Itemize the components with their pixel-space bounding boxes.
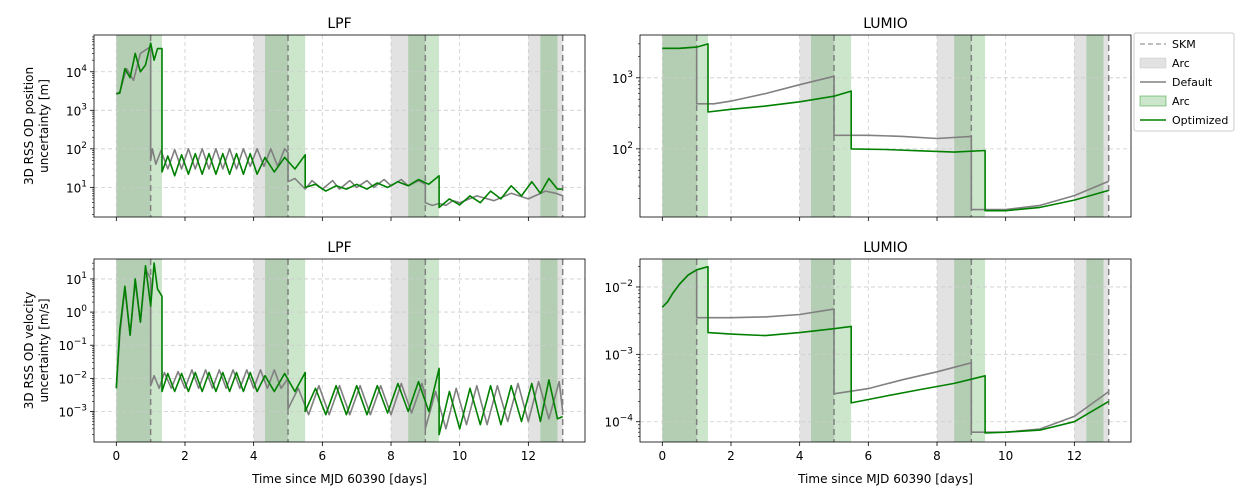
arc-optimized-band xyxy=(954,259,986,442)
plot-area xyxy=(640,259,1131,442)
arc-optimized-band xyxy=(662,259,708,442)
arc-default-band xyxy=(937,259,972,442)
arc-optimized-band xyxy=(540,259,558,442)
axes-frame xyxy=(93,34,586,218)
axes-frame xyxy=(639,258,1132,443)
y-tick-label: 10−4 xyxy=(604,414,633,430)
x-axis-label: Time since MJD 60390 [days] xyxy=(797,472,973,486)
plot-area xyxy=(94,259,585,442)
panel-lumio-position: 102 103 LUMIO xyxy=(612,16,1132,221)
series-line-default xyxy=(661,269,1110,433)
x-tick-label: 4 xyxy=(250,449,258,463)
legend-handle-patch xyxy=(1139,57,1167,69)
x-tick-label: 12 xyxy=(521,449,536,463)
legend: SKM Arc Default Arc Optimized xyxy=(1133,32,1235,132)
y-tick-label: 100 xyxy=(66,304,87,320)
arc-optimized-band xyxy=(116,259,162,442)
y-tick-label: 10−3 xyxy=(58,403,87,419)
y-tick-label: 101 xyxy=(66,179,87,195)
y-axis-label: 3D RSS OD position xyxy=(22,67,36,185)
y-tick-label: 103 xyxy=(66,102,87,118)
x-tick-label: 12 xyxy=(1067,449,1082,463)
panel-lumio-velocity: 0 2 4 6 8 10 12 10−4 10−3 10−2 LUMIO Time since MJD… xyxy=(604,240,1132,486)
panel-title: LUMIO xyxy=(863,240,908,256)
arc-default-band xyxy=(662,259,697,442)
arc-optimized-band xyxy=(408,259,440,442)
arc-default-band xyxy=(799,259,834,442)
panel-title: LPF xyxy=(327,16,351,32)
arc-default-band xyxy=(662,35,697,217)
x-axis-label: Time since MJD 60390 [days] xyxy=(251,472,427,486)
axes-frame xyxy=(639,34,1132,218)
y-tick-label: 10−2 xyxy=(58,370,87,386)
arc-default-band xyxy=(1074,35,1109,217)
y-tick-label: 101 xyxy=(66,271,87,287)
series-line-default xyxy=(115,45,563,207)
y-tick-label: 103 xyxy=(612,70,633,86)
y-tick-label: 10−1 xyxy=(58,337,87,353)
axes-frame xyxy=(93,258,586,443)
y-axis-label: uncertainty [m] xyxy=(37,79,51,173)
arc-optimized-band xyxy=(1086,35,1104,217)
plot-area xyxy=(94,35,585,217)
y-tick-label: 102 xyxy=(66,141,87,157)
arc-optimized-band xyxy=(1086,259,1104,442)
arc-optimized-band xyxy=(408,35,440,217)
series-line-default xyxy=(662,46,1110,211)
arc-default-band xyxy=(528,35,563,217)
legend-label: Arc xyxy=(1172,57,1190,70)
series-line-optimized xyxy=(661,265,1110,434)
arc-optimized-band xyxy=(116,35,162,217)
x-tick-label: 0 xyxy=(658,449,666,463)
x-tick-label: 2 xyxy=(181,449,189,463)
legend-label: Arc xyxy=(1172,95,1190,108)
x-tick-label: 2 xyxy=(727,449,735,463)
series-line-default xyxy=(115,268,564,430)
arc-default-band xyxy=(391,35,426,217)
arc-optimized-band xyxy=(540,35,558,217)
x-tick-label: 10 xyxy=(452,449,467,463)
legend-label: Optimized xyxy=(1172,114,1228,127)
x-tick-label: 8 xyxy=(387,449,395,463)
x-tick-label: 4 xyxy=(796,449,804,463)
y-tick-label: 104 xyxy=(66,64,87,80)
panel-title: LPF xyxy=(327,240,351,256)
legend-label: SKM xyxy=(1172,38,1196,51)
legend-handle-patch xyxy=(1139,95,1167,107)
x-tick-label: 10 xyxy=(998,449,1013,463)
arc-default-band xyxy=(253,35,288,217)
y-tick-label: 102 xyxy=(612,141,633,157)
series-line-optimized xyxy=(115,262,564,436)
panel-lpf-velocity: 0 2 4 6 8 10 12 10−3 10−2 10−1 100 101 LPF Time since… xyxy=(22,240,586,486)
arc-optimized-band xyxy=(810,35,852,217)
panel-lpf-position: 101 102 103 104 LPF 3D RSS OD position uncerta… xyxy=(22,16,586,221)
x-tick-label: 0 xyxy=(112,449,120,463)
arc-optimized-band xyxy=(264,35,306,217)
x-tick-label: 6 xyxy=(865,449,873,463)
arc-default-band xyxy=(799,35,834,217)
x-tick-label: 6 xyxy=(319,449,327,463)
y-tick-label: 10−3 xyxy=(604,346,633,362)
legend-label: Default xyxy=(1172,76,1213,89)
arc-optimized-band xyxy=(662,35,708,217)
plot-area xyxy=(640,35,1131,217)
series-line-optimized xyxy=(116,42,563,209)
arc-optimized-band xyxy=(954,35,986,217)
y-axis-label: uncertainty [m/s] xyxy=(37,298,51,402)
y-axis-label: 3D RSS OD velocity xyxy=(22,292,36,409)
panel-title: LUMIO xyxy=(863,16,908,32)
arc-optimized-band xyxy=(264,259,306,442)
arc-optimized-band xyxy=(810,259,852,442)
x-tick-label: 8 xyxy=(933,449,941,463)
y-tick-label: 10−2 xyxy=(604,279,633,295)
legend-frame xyxy=(1133,32,1235,132)
arc-default-band xyxy=(937,35,972,217)
series-line-optimized xyxy=(662,43,1109,212)
